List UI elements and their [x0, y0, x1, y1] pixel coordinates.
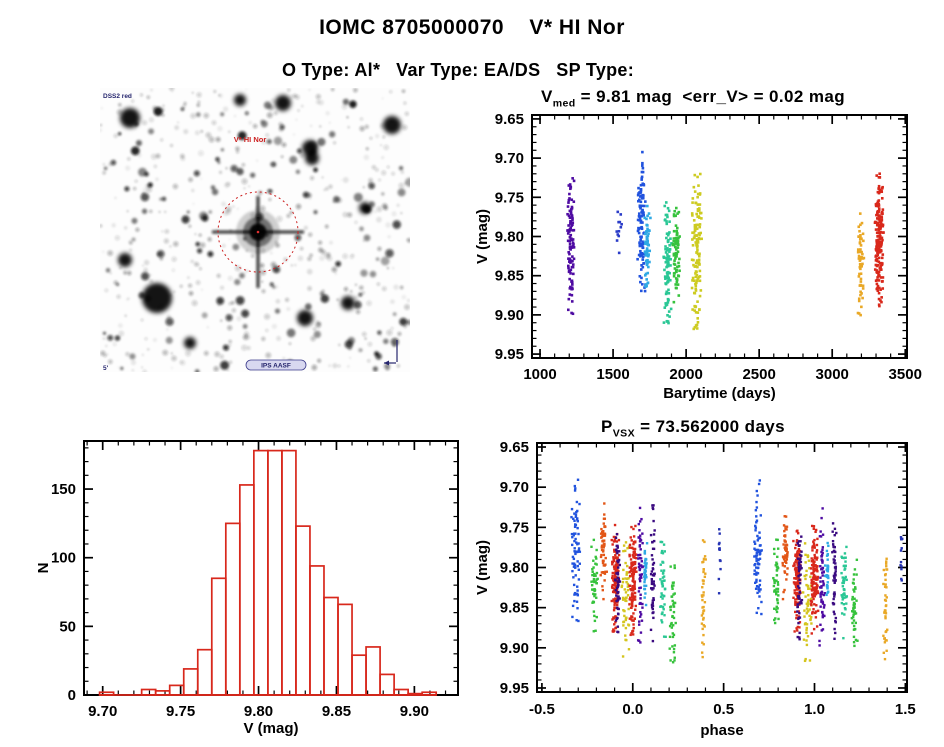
- y-tick-label: 9.95: [495, 346, 524, 363]
- y-tick-label: 50: [59, 618, 76, 635]
- histogram-bars: [98, 449, 438, 696]
- lightcurve-title-main: V: [540, 87, 553, 106]
- faint-stars: [100, 88, 410, 372]
- phase-title-main: P: [600, 417, 613, 436]
- y-tick-label: 9.85: [500, 600, 529, 617]
- axes: 9.70 9.75 9.80 9.85 9.90 0 50 100 150 V (mag) N: [35, 440, 459, 737]
- x-tick-label: 9.70: [88, 703, 117, 720]
- axes: 1000 1500 2000 2500 3000 3500 9.65 9.70 9.75 9.80…: [474, 111, 922, 402]
- x-tick-label: 1500: [596, 366, 629, 383]
- y-tick-label: 9.95: [500, 680, 529, 697]
- y-tick-label: 0: [68, 687, 76, 704]
- large-star-blobs: [118, 94, 401, 349]
- y-tick-label: 9.90: [500, 640, 529, 657]
- y-tick-label: 9.70: [495, 150, 524, 167]
- x-tick-label: 9.80: [244, 703, 273, 720]
- axes: -0.5 0.0 0.5 1.0 1.5 9.65 9.70 9.75 9.80 9.85 9.90…: [474, 439, 916, 739]
- y-axis-label: N: [35, 563, 52, 574]
- y-tick-label: 9.80: [500, 560, 529, 577]
- credit-badge: [245, 359, 307, 371]
- data-points: [566, 150, 885, 331]
- x-tick-label: 3500: [889, 366, 922, 383]
- x-tick-label: 9.75: [166, 703, 195, 720]
- scale-label: 5': [103, 365, 109, 372]
- y-axis-label: V (mag): [474, 540, 491, 595]
- x-tick-label: 1000: [523, 366, 556, 383]
- x-tick-label: 1.5: [895, 701, 916, 718]
- phase-plot-title: PVSX = 73.562000 days: [448, 417, 938, 439]
- x-tick-label: 3000: [816, 366, 849, 383]
- y-tick-label: 9.80: [495, 229, 524, 246]
- y-tick-label: 9.65: [495, 111, 524, 128]
- page-subtitle: O Type: Al* Var Type: EA/DS SP Type:: [281, 60, 635, 80]
- x-tick-label: 0.0: [622, 701, 643, 718]
- y-tick-label: 9.85: [495, 268, 524, 285]
- histogram-plot: 9.70 9.75 9.80 9.85 9.90 0 50 100 150 V (mag) N: [35, 440, 459, 737]
- x-axis-label: Barytime (days): [663, 385, 776, 402]
- x-tick-label: 2000: [669, 366, 702, 383]
- target-center-marker: [256, 230, 260, 234]
- y-tick-label: 150: [51, 481, 76, 498]
- y-tick-label: 9.75: [495, 189, 524, 206]
- lightcurve-title-rest: = 9.81 mag <err_V> = 0.02 mag: [575, 87, 846, 106]
- compass-icon: [384, 340, 398, 366]
- y-tick-label: 9.65: [500, 439, 529, 456]
- x-tick-label: -0.5: [529, 701, 555, 718]
- y-tick-label: 9.90: [495, 307, 524, 324]
- page-title: IOMC 8705000070 V* HI Nor: [319, 16, 625, 39]
- survey-label: DSS2 red: [103, 93, 132, 100]
- lightcurve-title-sub: med: [552, 97, 576, 110]
- x-axis-label: V (mag): [243, 720, 298, 737]
- x-tick-label: 9.85: [322, 703, 351, 720]
- lightcurve-plot: 1000 1500 2000 2500 3000 3500 9.65 9.70 9.75 9.80…: [474, 111, 922, 402]
- phase-folded-plot: -0.5 0.0 0.5 1.0 1.5 9.65 9.70 9.75 9.80 9.85 9.90…: [474, 439, 916, 739]
- x-tick-label: 9.90: [400, 703, 429, 720]
- target-circle: [217, 191, 299, 273]
- x-axis-label: phase: [700, 722, 743, 739]
- x-tick-label: 2500: [742, 366, 775, 383]
- finder-chart-image: V* HI Nor DSS2 red 5' IPS AASF: [100, 88, 410, 372]
- phase-title-rest: = 73.562000 days: [635, 417, 786, 436]
- credit-label: IPS AASF: [261, 363, 291, 370]
- phase-title-sub: VSX: [612, 427, 635, 440]
- x-tick-label: 0.5: [713, 701, 734, 718]
- target-star-label: V* HI Nor: [234, 135, 267, 144]
- y-tick-label: 9.70: [500, 479, 529, 496]
- x-tick-label: 1.0: [804, 701, 825, 718]
- lightcurve-title: Vmed = 9.81 mag <err_V> = 0.02 mag: [448, 87, 938, 109]
- y-tick-label: 100: [51, 550, 76, 567]
- y-axis-label: V (mag): [474, 209, 491, 264]
- y-tick-label: 9.75: [500, 519, 529, 536]
- data-points: [570, 478, 904, 664]
